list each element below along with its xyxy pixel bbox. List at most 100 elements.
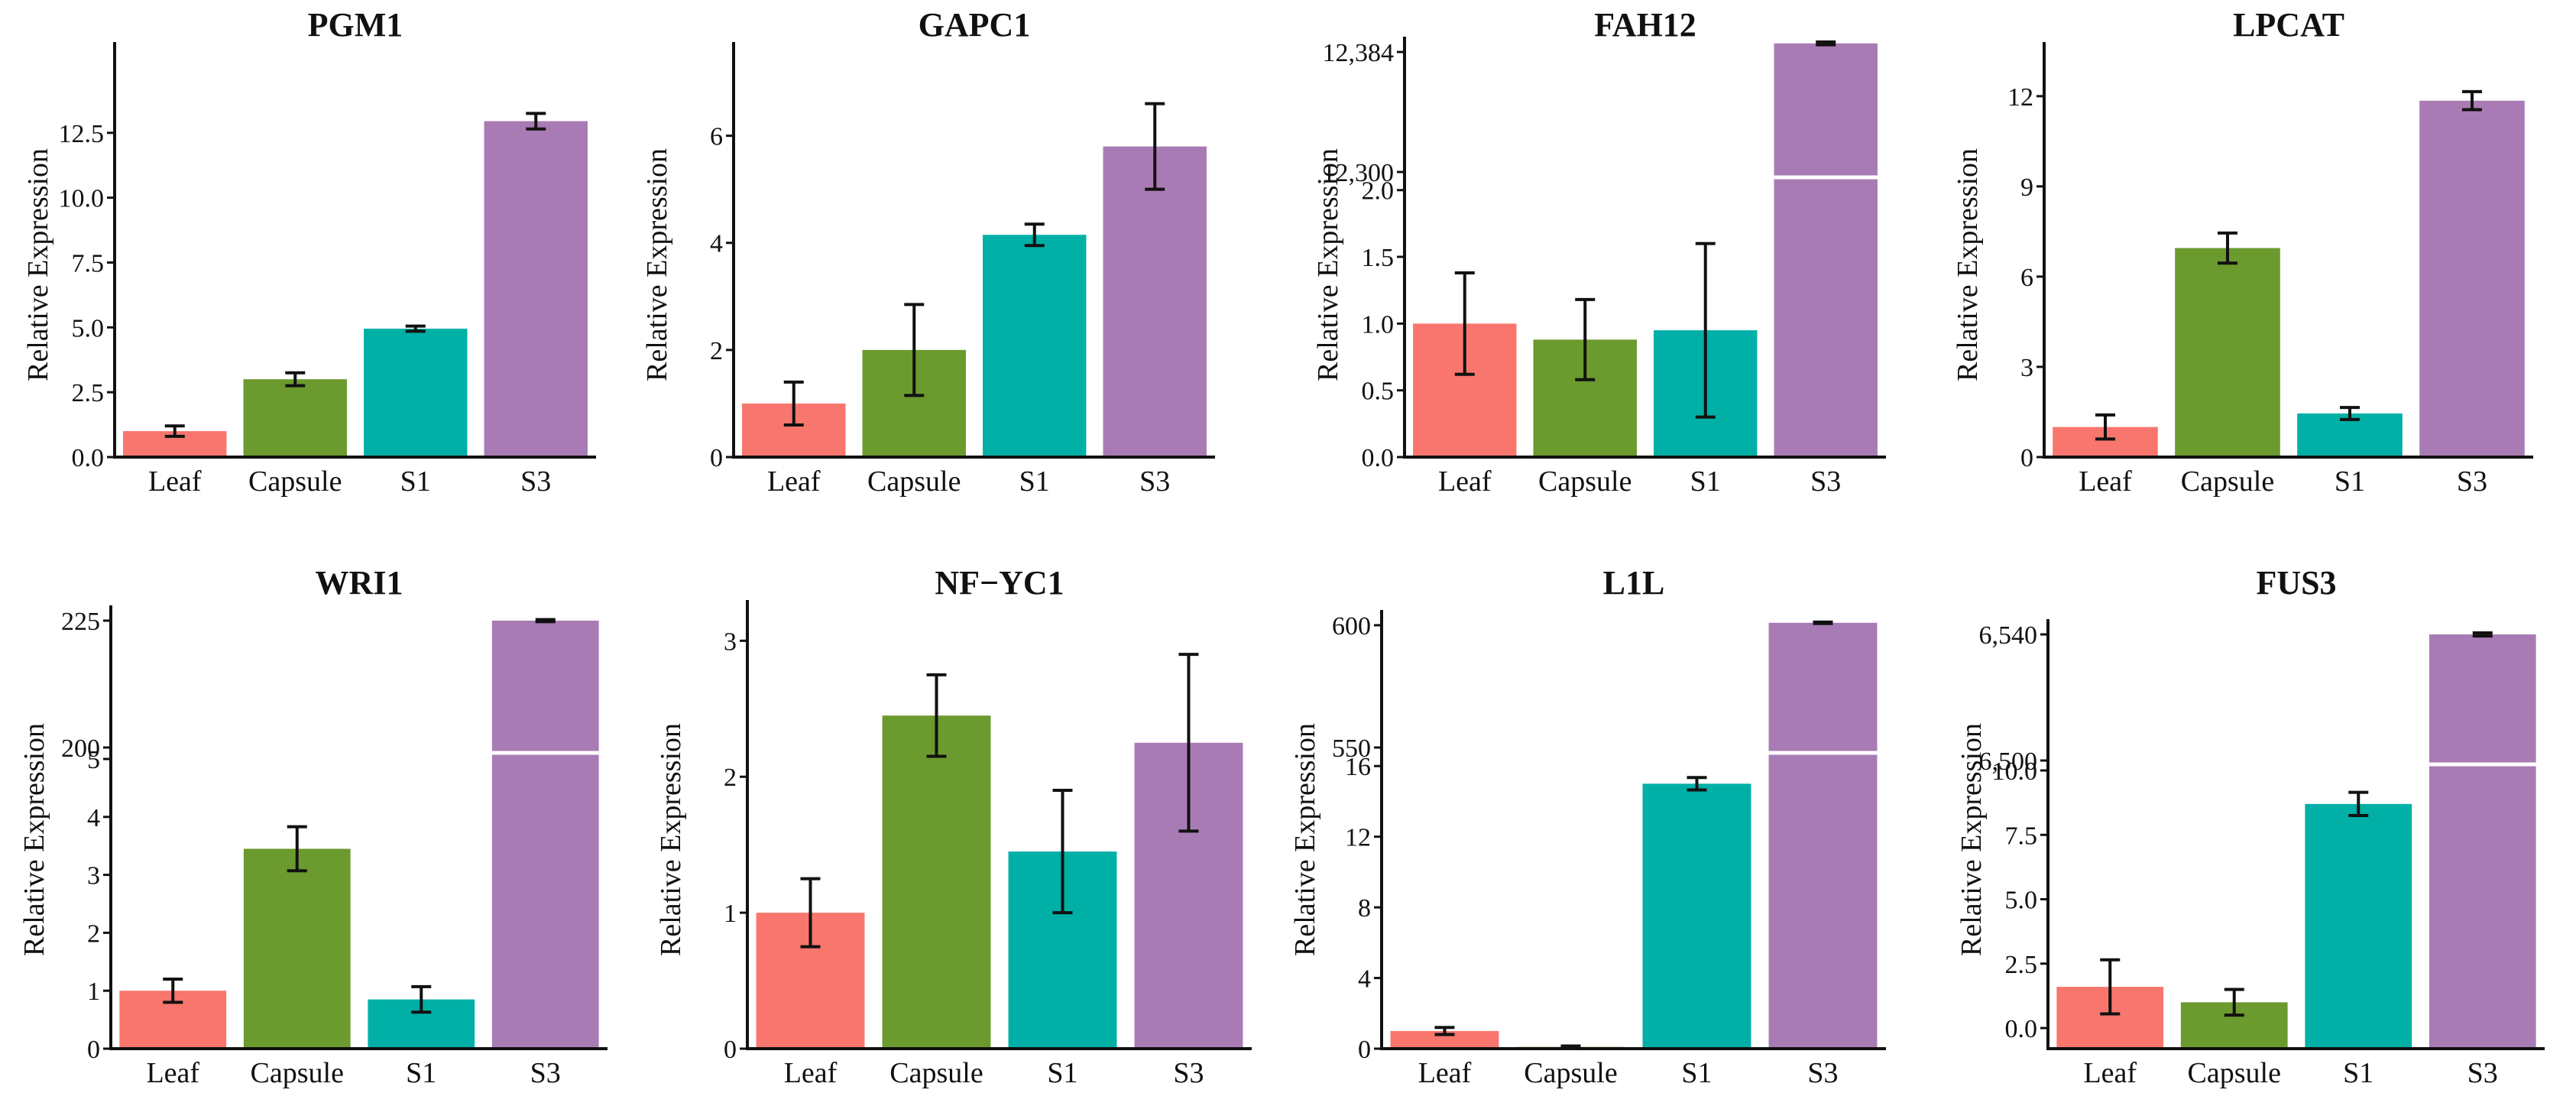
bar-s1: [364, 329, 468, 457]
x-tick-label: S1: [400, 465, 431, 498]
x-tick-label: S3: [2467, 1057, 2498, 1089]
x-tick-label: S1: [2335, 465, 2365, 498]
bar-s3: [2419, 100, 2525, 457]
chart-panel-l1l: L1L Relative Expression Leaf Capsule S1 S3 0 4 8…: [1289, 564, 1886, 1089]
chart-panel-lpcat: LPCAT Relative Expression Leaf Capsule S1 S3 0…: [1952, 6, 2533, 498]
x-tick-label: Leaf: [2083, 1057, 2137, 1089]
bar-s3: [1774, 43, 1878, 458]
x-tick-label: Leaf: [784, 1057, 838, 1089]
y-tick-label: 12,300: [1323, 159, 1395, 187]
x-tick-label: Capsule: [2181, 465, 2274, 498]
y-tick-label: 0: [710, 444, 723, 472]
bar-s3: [1103, 146, 1207, 458]
x-tick-label: S3: [1139, 465, 1170, 498]
y-tick-label: 1.0: [1362, 310, 1395, 339]
bar-s3: [1768, 622, 1878, 1049]
chart-panel-fus3: FUS3 Relative Expression Leaf Capsule S1 S3 0.…: [1955, 564, 2545, 1089]
y-tick-label: 3: [87, 862, 100, 890]
chart-title: NF−YC1: [935, 564, 1064, 602]
y-tick-label: 0.0: [2005, 1015, 2038, 1043]
y-tick-label: 0.5: [1362, 378, 1395, 406]
bar-s3: [484, 121, 588, 457]
y-tick-label: 3: [724, 628, 737, 656]
chart-title: WRI1: [316, 564, 403, 602]
y-tick-label: 1: [87, 978, 100, 1006]
x-tick-label: S1: [2343, 1057, 2373, 1089]
chart-title: FAH12: [1594, 6, 1696, 44]
x-tick-label: Capsule: [251, 1057, 344, 1089]
x-tick-label: S3: [520, 465, 551, 498]
y-tick-label: 2: [724, 764, 737, 792]
x-tick-label: Capsule: [2188, 1057, 2281, 1089]
y-tick-label: 6: [710, 123, 723, 151]
bar-s1: [983, 235, 1087, 457]
x-tick-label: Leaf: [1418, 1057, 1472, 1089]
y-tick-label: 0: [724, 1036, 737, 1064]
chart-panel-nf-yc1: NF−YC1 Relative Expression Leaf Capsule S1 S3…: [655, 564, 1252, 1089]
y-tick-label: 12: [1345, 824, 1371, 852]
y-tick-label: 5.0: [72, 314, 105, 342]
y-tick-label: 2.0: [1362, 177, 1395, 206]
x-tick-label: Capsule: [867, 465, 961, 498]
y-axis-label: Relative Expression: [18, 723, 50, 956]
x-tick-label: Leaf: [2079, 465, 2132, 498]
y-tick-label: 6,500: [1979, 748, 2038, 776]
y-tick-label: 0.0: [72, 444, 105, 472]
x-tick-label: Leaf: [146, 1057, 199, 1089]
y-axis-label: Relative Expression: [1955, 723, 1988, 956]
y-tick-label: 600: [1332, 612, 1371, 641]
chart-title: LPCAT: [2233, 6, 2344, 44]
bar-capsule: [2175, 248, 2280, 457]
chart-title: L1L: [1603, 564, 1665, 602]
y-tick-label: 12: [2007, 83, 2033, 112]
chart-title: PGM1: [308, 6, 403, 44]
y-axis-label: Relative Expression: [1952, 148, 1984, 381]
y-tick-label: 4: [87, 804, 100, 832]
x-tick-label: Capsule: [248, 465, 342, 498]
x-tick-label: S3: [530, 1057, 561, 1089]
chart-panel-fah12: FAH12 Relative Expression Leaf Capsule S1 S3 0…: [1312, 6, 1886, 498]
y-tick-label: 0: [2020, 444, 2033, 472]
bar-s1: [2305, 803, 2412, 1049]
bar-capsule: [243, 379, 347, 457]
x-tick-label: S3: [1807, 1057, 1838, 1089]
chart-title: FUS3: [2256, 564, 2336, 602]
x-tick-label: S1: [1019, 465, 1050, 498]
y-tick-label: 16: [1345, 753, 1371, 781]
y-tick-label: 9: [2020, 174, 2033, 202]
y-tick-label: 200: [61, 735, 100, 763]
bar-leaf: [1390, 1030, 1499, 1049]
y-axis-label: Relative Expression: [1312, 148, 1344, 381]
y-tick-label: 12.5: [59, 120, 105, 148]
y-tick-label: 0: [87, 1036, 100, 1064]
x-tick-label: Leaf: [1438, 465, 1492, 498]
y-tick-label: 1.5: [1362, 244, 1395, 272]
bar-s3: [2429, 634, 2536, 1049]
bar-s1: [1642, 783, 1751, 1049]
y-tick-label: 1: [724, 900, 737, 928]
x-tick-label: Leaf: [148, 465, 202, 498]
chart-panel-pgm1: PGM1 Relative Expression Leaf Capsule S1 S3 0.…: [22, 6, 596, 498]
y-tick-label: 0.0: [1362, 444, 1395, 472]
bar-s3: [491, 621, 599, 1049]
y-tick-label: 12,384: [1323, 39, 1395, 67]
y-tick-label: 6,540: [1979, 621, 2038, 650]
bar-capsule: [882, 715, 991, 1049]
y-axis-label: Relative Expression: [22, 148, 54, 381]
y-tick-label: 4: [710, 230, 723, 258]
bar-capsule: [243, 848, 351, 1049]
y-tick-label: 10.0: [59, 185, 105, 213]
y-tick-label: 0: [1358, 1036, 1371, 1064]
x-tick-label: Capsule: [1524, 1057, 1617, 1089]
y-tick-label: 8: [1358, 894, 1371, 923]
x-tick-label: Leaf: [767, 465, 821, 498]
x-tick-label: S1: [406, 1057, 436, 1089]
chart-panel-wri1: WRI1 Relative Expression Leaf Capsule S1 S3 0 1…: [18, 564, 608, 1089]
y-tick-label: 3: [2020, 354, 2033, 382]
y-tick-label: 10.0: [1992, 757, 2038, 786]
x-tick-label: Capsule: [1538, 465, 1631, 498]
y-tick-label: 4: [1358, 965, 1371, 994]
x-tick-label: S1: [1690, 465, 1721, 498]
chart-title: GAPC1: [919, 6, 1031, 44]
